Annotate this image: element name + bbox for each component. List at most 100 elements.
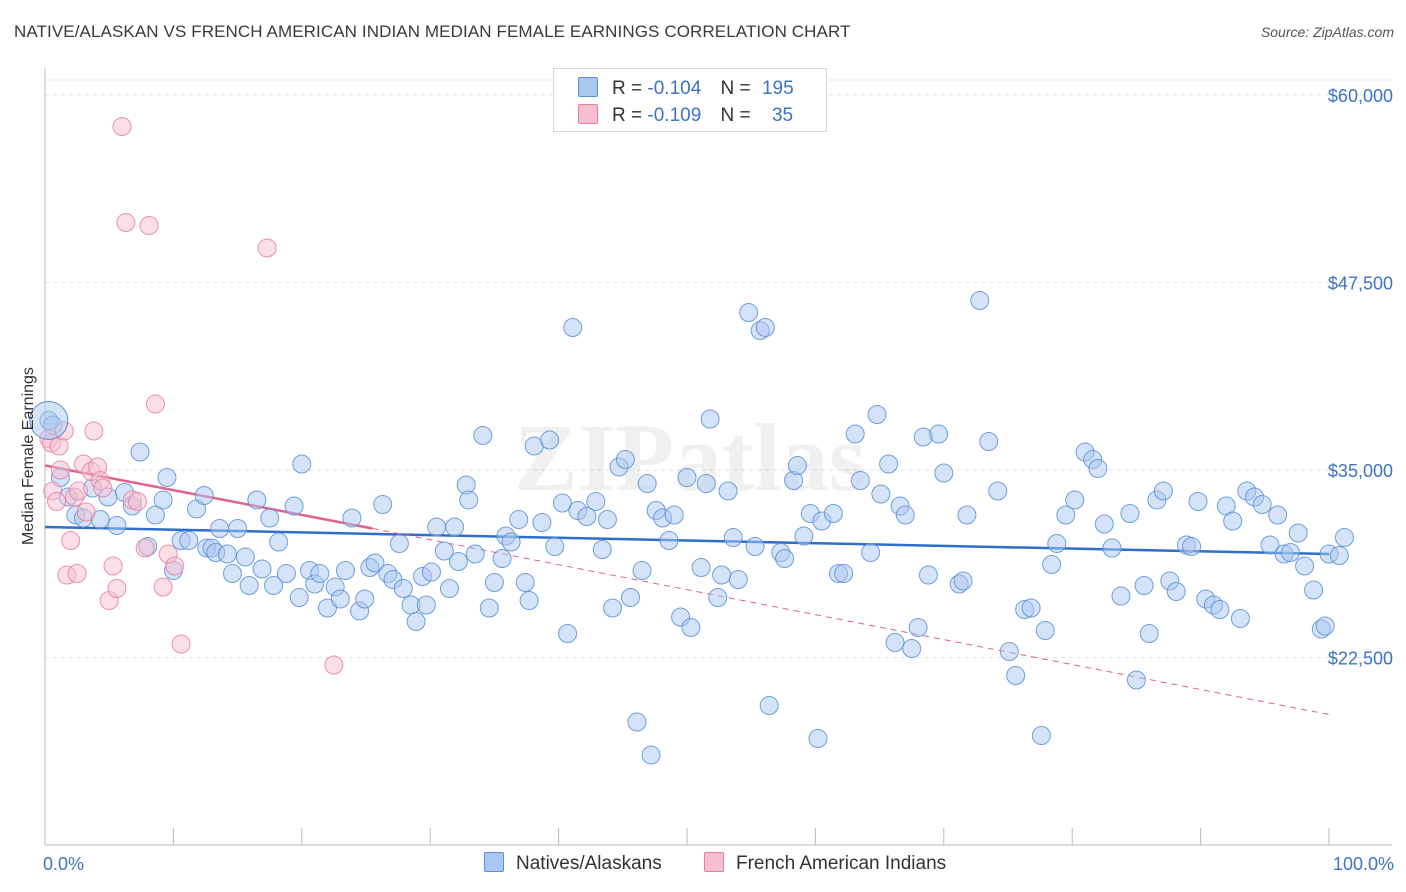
legend-r-label: R = (612, 78, 643, 99)
native-point (1088, 459, 1108, 478)
native-point (871, 484, 891, 504)
native-point (421, 562, 441, 582)
native-point (659, 531, 679, 550)
native-point (615, 450, 635, 469)
native-point (545, 537, 565, 556)
native-point (1134, 576, 1154, 595)
native-point (484, 573, 504, 592)
native-point (708, 588, 728, 607)
native-point (492, 549, 512, 568)
native-point (1315, 616, 1335, 636)
legend-r-value: -0.104 (647, 78, 702, 99)
legend-label-natives: Natives/Alaskans (516, 853, 662, 874)
native-point (217, 544, 237, 564)
native-point (335, 561, 355, 580)
data-points (29, 117, 1354, 765)
native-point (723, 528, 743, 547)
native-point (153, 490, 173, 510)
native-point (677, 468, 697, 487)
legend-row-natives: R = -0.104 N = 195 (578, 77, 794, 101)
native-point (834, 564, 854, 583)
native-point (712, 565, 732, 585)
native-point (501, 532, 521, 552)
native-point (592, 540, 612, 559)
native-point (1280, 543, 1300, 562)
native-point (1056, 505, 1076, 525)
native-point (406, 612, 426, 631)
native-point (988, 481, 1008, 501)
x-tick-label: 0.0% (43, 854, 84, 874)
native-point (355, 589, 375, 609)
native-point (310, 564, 330, 583)
y-tick-label: $47,500 (1328, 274, 1393, 294)
native-point (1304, 580, 1324, 600)
native-point (393, 579, 413, 598)
french-point (135, 538, 155, 558)
native-point (1223, 511, 1243, 531)
y-tick-label: $22,500 (1328, 649, 1393, 669)
french-point (145, 394, 165, 414)
bottom-legend-natives: Natives/Alaskans (484, 852, 662, 875)
native-point (775, 549, 795, 568)
native-point (913, 427, 933, 447)
native-point (696, 474, 716, 493)
native-point (439, 579, 459, 598)
french-point (165, 556, 185, 576)
native-point (269, 532, 289, 552)
native-point (577, 507, 597, 526)
native-point (1182, 537, 1202, 556)
trend-line-french-extended (372, 528, 1330, 715)
native-point (247, 490, 267, 510)
bottom-legend-french: French American Indians (704, 852, 946, 875)
native-point (416, 595, 436, 615)
native-point (179, 531, 199, 550)
native-point (1139, 624, 1159, 643)
native-point (29, 401, 69, 440)
native-point (908, 618, 928, 637)
native-point (823, 504, 843, 523)
native-point (465, 544, 485, 564)
native-point (755, 318, 775, 337)
native-point (885, 633, 905, 652)
native-point (918, 565, 938, 585)
legend-r-value: -0.109 (647, 105, 702, 126)
source-label: Source: ZipAtlas.com (1260, 24, 1394, 40)
native-point (210, 519, 230, 538)
native-point (239, 576, 259, 595)
french-point (61, 531, 81, 550)
y-tick-label: $35,000 (1328, 461, 1393, 481)
native-point (145, 505, 165, 525)
french-point (68, 481, 88, 501)
native-point (970, 291, 990, 310)
native-point (276, 564, 296, 583)
native-point (509, 510, 529, 529)
native-point (330, 589, 350, 609)
native-point (929, 424, 949, 444)
native-point (427, 517, 447, 537)
french-point (257, 238, 277, 258)
native-point (794, 526, 814, 546)
native-point (597, 510, 617, 529)
native-point (292, 454, 312, 474)
native-point (130, 442, 150, 462)
native-point (1252, 495, 1272, 514)
native-point (1268, 505, 1288, 525)
y-tick-label: $60,000 (1328, 86, 1393, 106)
french-point (127, 492, 147, 511)
native-point (934, 463, 954, 483)
legend-swatch-blue (484, 852, 504, 872)
native-point (473, 426, 493, 445)
native-point (558, 624, 578, 643)
french-point (84, 421, 104, 441)
native-point (664, 505, 684, 525)
native-point (342, 508, 362, 528)
native-point (1102, 538, 1122, 558)
native-point (519, 591, 539, 610)
native-point (1031, 726, 1051, 745)
native-point (479, 598, 499, 618)
native-point (1295, 556, 1315, 576)
french-point (103, 556, 123, 576)
native-point (1329, 546, 1349, 565)
native-point (691, 558, 711, 577)
